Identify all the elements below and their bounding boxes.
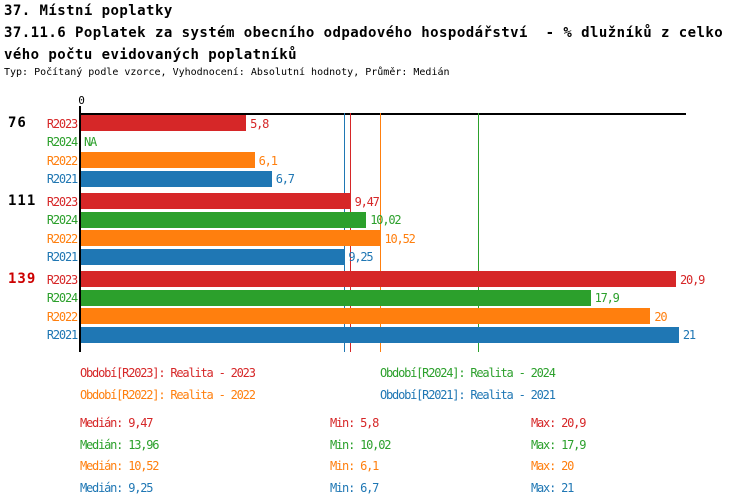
bar-R2021-139: [81, 326, 679, 343]
grouped-bar-chart: 0 76 R2023 5,8 R2024 NA R2022 6,1 R2021 6,7 111 R20…: [8, 94, 705, 352]
bar-value-label-R2024-111: 10,02: [370, 213, 401, 227]
row-label-R2023-139: R2023: [46, 272, 78, 287]
row-label-R2022-111: R2022: [46, 231, 78, 246]
stat-min-R2024: Min: 10,02: [330, 437, 391, 452]
legend-item-R2021: Období[R2021]: Realita - 2021: [380, 388, 556, 402]
stat-min-R2022: Min: 6,1: [330, 459, 379, 474]
bar-value-label-R2023-111: 9,47: [354, 194, 380, 209]
bar-R2023-139: [81, 271, 677, 287]
bar-value-label-R2023-76: 5,8: [250, 116, 269, 131]
stat-median-R2021: Medián: 9,25: [80, 481, 154, 496]
x-axis-line: [79, 113, 686, 115]
y-axis-line: [79, 106, 81, 352]
bar-R2022-111: [81, 230, 381, 246]
bar-R2022-139: [81, 308, 651, 324]
row-label-R2021-111: R2021: [46, 250, 78, 264]
bar-R2022-76: [81, 152, 255, 168]
bar-R2024-139: [81, 289, 591, 306]
stat-max-R2021: Max: 21: [531, 481, 574, 496]
row-label-R2022-76: R2022: [46, 153, 78, 168]
report-subtitle-line1: 37.11.6 Poplatek za systém obecního odpa…: [4, 25, 724, 41]
group-label-139: 139: [8, 271, 37, 287]
bar-value-label-R2023-139: 20,9: [680, 272, 705, 287]
row-label-R2024-139: R2024: [46, 291, 78, 305]
group-label-76: 76: [8, 115, 27, 131]
stat-median-R2022: Medián: 10,52: [80, 459, 160, 474]
row-label-R2021-139: R2021: [46, 328, 78, 342]
stat-max-R2022: Max: 20: [531, 459, 574, 474]
bar-R2021-76: [81, 170, 272, 187]
bar-value-label-R2021-76: 6,7: [275, 172, 295, 186]
bar-value-label-R2021-111: 9,25: [348, 250, 373, 264]
report-title: 37. Místní poplatky: [4, 3, 173, 19]
median-line-R2024: [477, 113, 480, 352]
bar-value-label-R2024-76: NA: [84, 135, 97, 149]
bar-value-label-R2022-76: 6,1: [258, 153, 278, 168]
group-label-111: 111: [8, 193, 37, 209]
bar-R2023-111: [81, 193, 351, 209]
row-label-R2021-76: R2021: [46, 172, 78, 186]
bar-R2023-76: [81, 115, 247, 131]
bar-value-label-R2022-111: 10,52: [384, 231, 416, 246]
stat-max-R2024: Max: 17,9: [531, 437, 586, 452]
stat-min-R2023: Min: 5,8: [330, 416, 379, 430]
median-line-R2022: [379, 113, 382, 352]
report-subtitle-line2: vého počtu evidovaných poplatníků: [4, 47, 297, 63]
bar-R2024-111: [81, 211, 367, 228]
legend-item-R2022: Období[R2022]: Realita - 2022: [80, 388, 256, 402]
row-label-R2024-111: R2024: [46, 213, 78, 227]
x-axis-tick-label: 0: [78, 94, 85, 107]
legend-item-R2024: Období[R2024]: Realita - 2024: [380, 366, 556, 380]
row-label-R2023-111: R2023: [46, 194, 78, 209]
stat-max-R2023: Max: 20,9: [531, 416, 586, 430]
stat-min-R2021: Min: 6,7: [330, 481, 379, 496]
bar-value-label-R2021-139: 21: [682, 328, 696, 342]
stat-median-R2024: Medián: 13,96: [80, 437, 160, 452]
bar-R2021-111: [81, 248, 345, 265]
row-label-R2022-139: R2022: [46, 309, 78, 324]
stat-median-R2023: Medián: 9,47: [80, 416, 154, 430]
row-label-R2023-76: R2023: [46, 116, 78, 131]
bar-value-label-R2024-139: 17,9: [594, 291, 620, 305]
bar-value-label-R2022-139: 20: [654, 309, 667, 324]
report-meta: Typ: Počítaný podle vzorce, Vyhodnocení:…: [4, 67, 450, 78]
row-label-R2024-76: R2024: [46, 135, 78, 149]
legend-item-R2023: Období[R2023]: Realita - 2023: [80, 366, 256, 380]
